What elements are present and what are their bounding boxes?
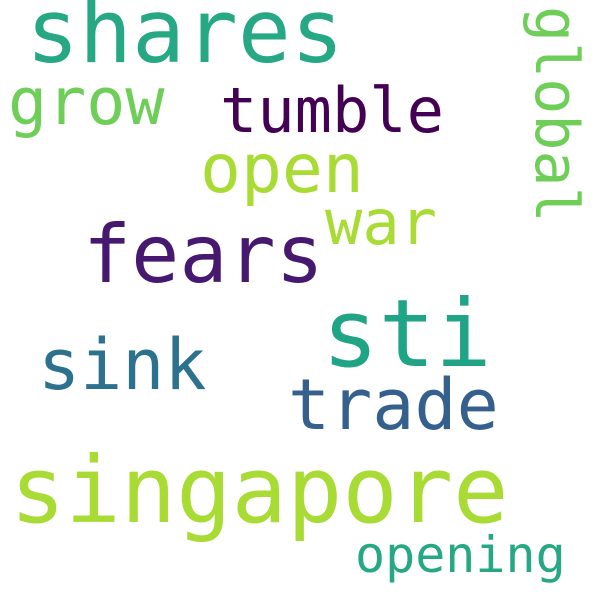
word-singapore: singapore bbox=[10, 437, 509, 544]
word-opening: opening bbox=[355, 526, 566, 584]
word-shares: shares bbox=[26, 0, 344, 83]
word-tumble: tumble bbox=[220, 74, 444, 147]
word-open: open bbox=[200, 130, 364, 209]
word-war: war bbox=[325, 186, 437, 259]
word-grow: grow bbox=[8, 65, 165, 140]
word-trade: trade bbox=[288, 364, 499, 446]
word-global: global bbox=[521, 6, 591, 223]
word-sti: sti bbox=[322, 280, 492, 389]
word-fears: fears bbox=[83, 208, 324, 301]
word-sink: sink bbox=[38, 324, 207, 406]
